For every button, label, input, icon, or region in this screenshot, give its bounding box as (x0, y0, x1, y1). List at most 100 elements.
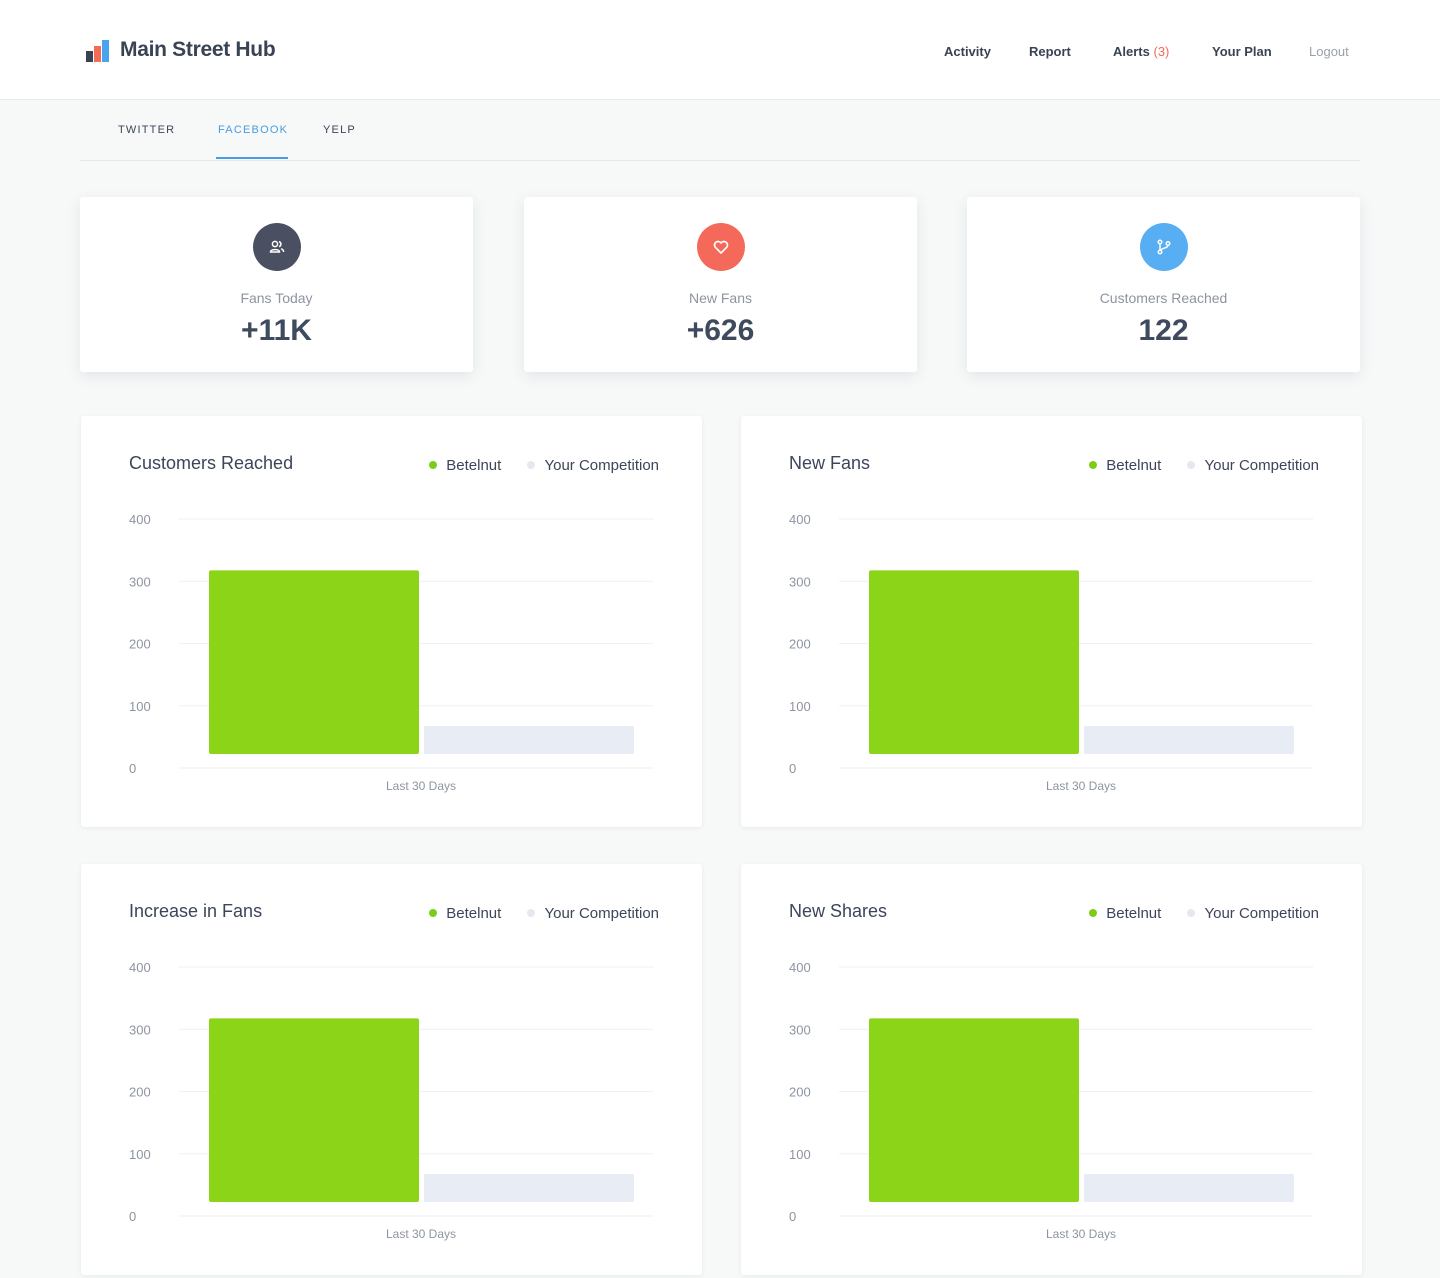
y-tick-label: 400 (129, 512, 151, 527)
legend-dot-icon (1187, 909, 1196, 917)
bar-chart: 0 100 200 300 400 Last 30 Days (129, 960, 653, 1241)
alerts-count-badge: (3) (1153, 44, 1170, 59)
y-tick-label: 200 (789, 637, 811, 652)
legend-label: Betelnut (446, 904, 502, 922)
nav-report[interactable]: Report (1029, 44, 1071, 59)
legend-item-competition: Your Competition (1187, 457, 1319, 474)
legend-dot-icon (1089, 909, 1098, 917)
y-tick-label: 300 (789, 574, 811, 589)
legend-label: Your Competition (544, 456, 659, 474)
tab-yelp[interactable]: YELP (323, 124, 356, 136)
nav-your-plan[interactable]: Your Plan (1212, 44, 1272, 59)
legend-label: Betelnut (1106, 904, 1162, 922)
nav-alerts-label: Alerts (1113, 44, 1150, 59)
bar-competition (424, 1173, 634, 1202)
bar-chart: 0 100 200 300 400 Last 30 Days (789, 512, 1313, 793)
legend-dot-icon (527, 909, 536, 917)
stat-card-customers-reached: Customers Reached 122 (967, 197, 1360, 372)
bar-competition (1084, 725, 1294, 754)
chart-title: New Fans (789, 453, 871, 473)
legend-dot-icon (429, 909, 438, 917)
legend-dot-icon (429, 461, 438, 469)
tab-twitter[interactable]: TWITTER (118, 124, 176, 136)
bar-chart: 0 100 200 300 400 Last 30 Days (789, 960, 1313, 1241)
stat-card-new-fans: New Fans +626 (524, 197, 917, 372)
y-tick-label: 400 (789, 512, 811, 527)
chart-card-customers-reached: Customers Reached Betelnut Your Competit… (81, 416, 702, 827)
stat-card-fans-today: Fans Today +11K (80, 197, 473, 372)
stat-value: +626 (686, 314, 755, 347)
bar-betelnut (869, 570, 1079, 754)
y-tick-label: 100 (129, 699, 151, 714)
y-tick-label: 0 (789, 761, 796, 776)
y-tick-label: 100 (789, 699, 811, 714)
y-tick-label: 0 (789, 1209, 796, 1224)
nav-logout[interactable]: Logout (1309, 44, 1349, 59)
bar-competition (1084, 1173, 1294, 1202)
legend-label: Your Competition (1204, 456, 1319, 474)
heart-icon (696, 223, 745, 271)
y-tick-label: 200 (129, 1085, 151, 1100)
chart-legend: Betelnut Your Competition (407, 456, 659, 474)
stat-label: Fans Today (240, 290, 313, 306)
logo-bars-icon (86, 38, 110, 62)
nav-activity[interactable]: Activity (944, 44, 991, 59)
legend-dot-icon (527, 461, 536, 469)
x-axis-label: Last 30 Days (386, 1227, 456, 1241)
y-tick-label: 300 (789, 1022, 811, 1037)
legend-item-betelnut: Betelnut (429, 905, 501, 922)
y-tick-label: 200 (789, 1085, 811, 1100)
legend-label: Betelnut (446, 456, 502, 474)
app-logo[interactable]: Main Street Hub (86, 36, 276, 64)
stat-label: Customers Reached (1099, 290, 1228, 306)
y-tick-label: 0 (129, 1209, 136, 1224)
stat-value: 122 (1138, 314, 1189, 347)
x-axis-label: Last 30 Days (386, 779, 456, 793)
y-tick-label: 200 (129, 637, 151, 652)
legend-dot-icon (1187, 461, 1196, 469)
chart-title: New Shares (789, 901, 888, 921)
legend-item-competition: Your Competition (527, 457, 659, 474)
chart-card-increase-in-fans: Increase in Fans Betelnut Your Competiti… (81, 864, 702, 1275)
y-tick-label: 300 (129, 574, 151, 589)
tab-facebook[interactable]: FACEBOOK (218, 124, 289, 136)
chart-title: Customers Reached (129, 453, 294, 473)
legend-label: Your Competition (1204, 904, 1319, 922)
chart-title: Increase in Fans (129, 901, 263, 921)
legend-item-competition: Your Competition (1187, 905, 1319, 922)
y-tick-label: 300 (129, 1022, 151, 1037)
legend-label: Your Competition (544, 904, 659, 922)
app-name: Main Street Hub (120, 38, 276, 61)
bar-competition (424, 725, 634, 754)
chart-legend: Betelnut Your Competition (407, 904, 659, 922)
legend-label: Betelnut (1106, 456, 1162, 474)
x-axis-label: Last 30 Days (1046, 779, 1116, 793)
branch-icon (1139, 223, 1188, 271)
y-tick-label: 100 (129, 1147, 151, 1162)
chart-card-new-fans: New Fans Betelnut Your Competition 0 100 2… (741, 416, 1362, 827)
bar-betelnut (869, 1018, 1079, 1202)
stat-value: +11K (241, 314, 312, 347)
legend-item-betelnut: Betelnut (429, 457, 501, 474)
legend-item-betelnut: Betelnut (1089, 457, 1161, 474)
chart-legend: Betelnut Your Competition (1067, 456, 1319, 474)
y-tick-label: 0 (129, 761, 136, 776)
bar-chart: 0 100 200 300 400 Last 30 Days (129, 512, 653, 793)
legend-item-betelnut: Betelnut (1089, 905, 1161, 922)
x-axis-label: Last 30 Days (1046, 1227, 1116, 1241)
y-tick-label: 100 (789, 1147, 811, 1162)
stat-label: New Fans (688, 290, 753, 306)
legend-dot-icon (1089, 461, 1098, 469)
chart-card-new-shares: New Shares Betelnut Your Competition 0 10… (741, 864, 1362, 1275)
top-header: Main Street Hub Activity Report Alerts (… (0, 0, 1440, 100)
nav-alerts[interactable]: Alerts (3) (1113, 44, 1169, 59)
active-tab-indicator (216, 157, 288, 159)
legend-item-competition: Your Competition (527, 905, 659, 922)
y-tick-label: 400 (129, 960, 151, 975)
users-icon (252, 223, 301, 271)
chart-legend: Betelnut Your Competition (1067, 904, 1319, 922)
y-tick-label: 400 (789, 960, 811, 975)
platform-tabs: TWITTER FACEBOOK YELP (80, 100, 1360, 161)
bar-betelnut (209, 570, 419, 754)
bar-betelnut (209, 1018, 419, 1202)
